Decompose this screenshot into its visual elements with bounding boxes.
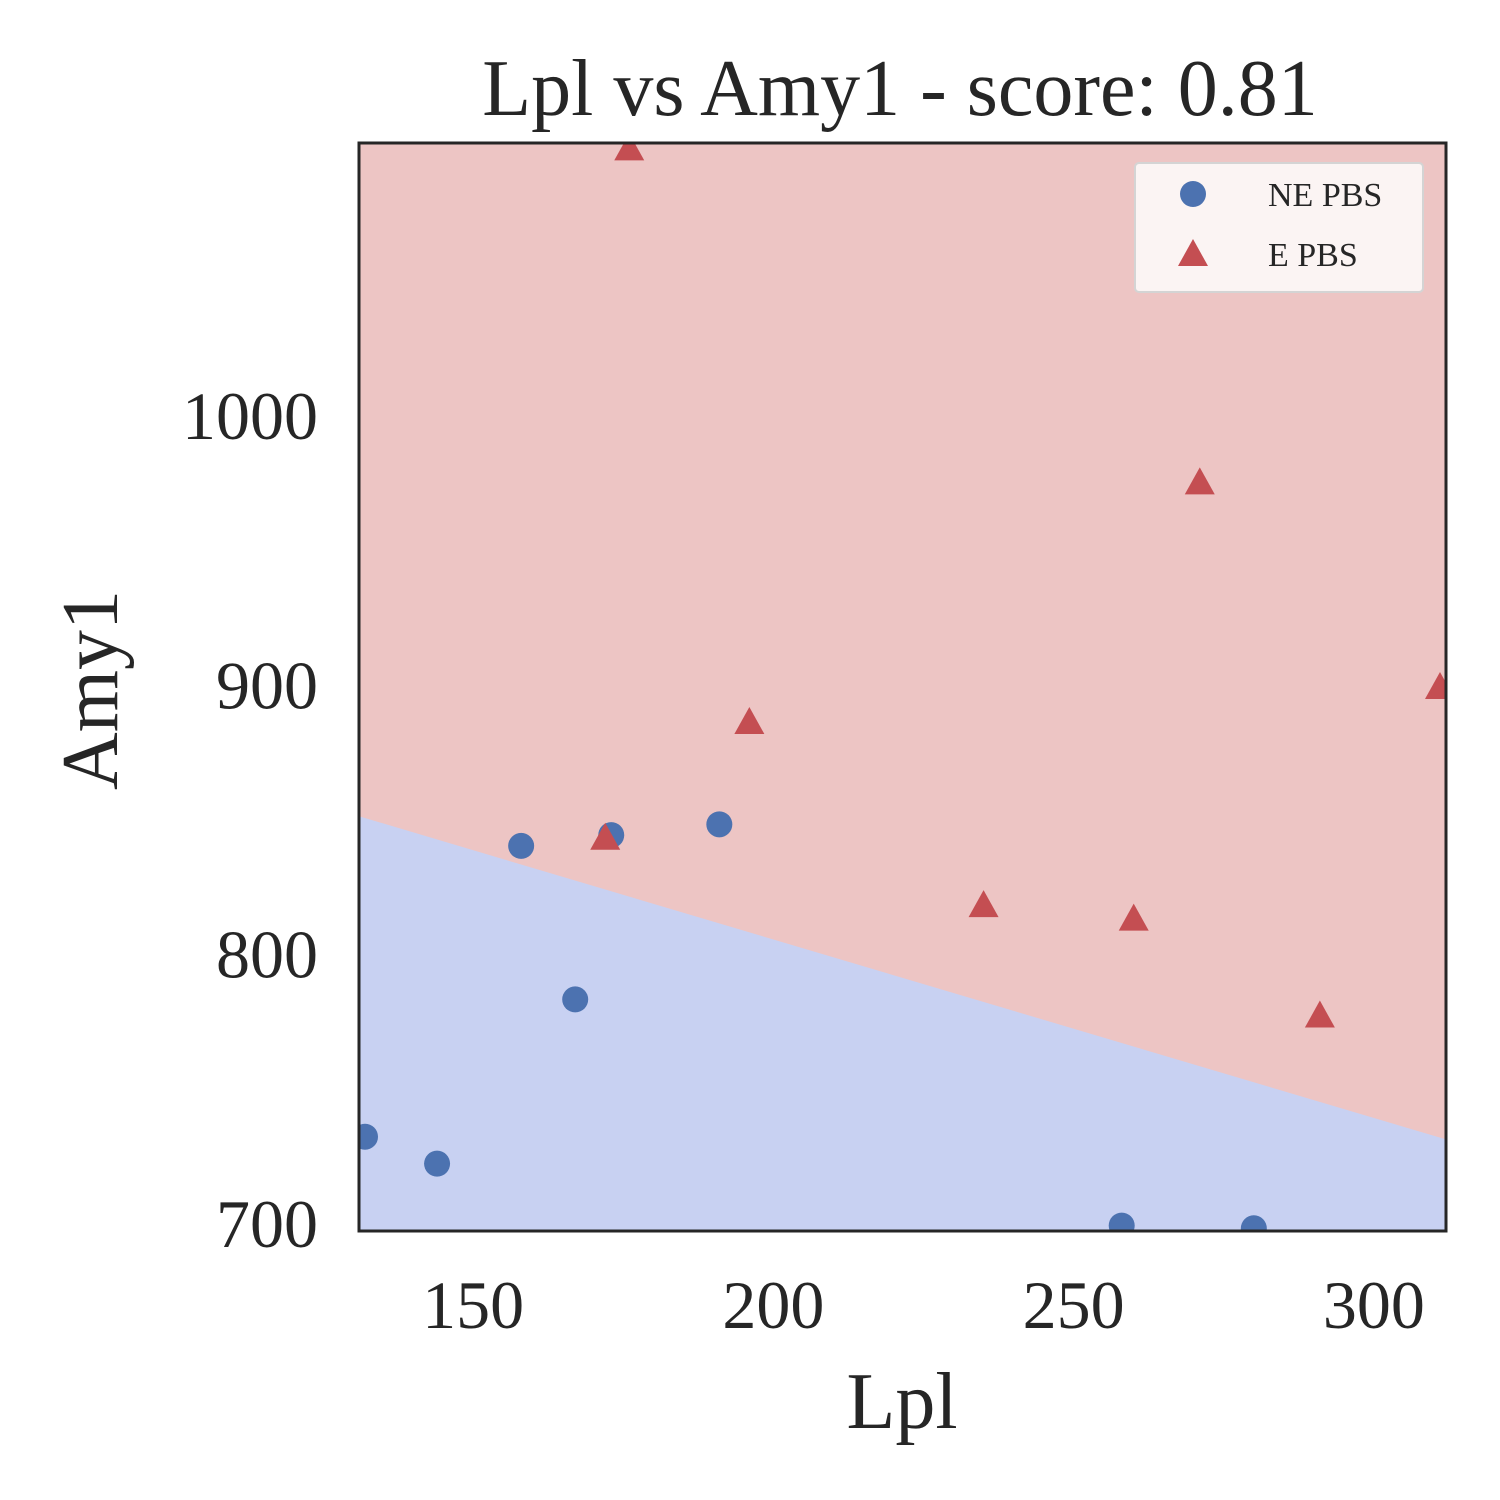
legend-label-e-pbs: E PBS	[1268, 237, 1358, 274]
data-point-triangle	[734, 707, 765, 735]
data-point-triangle	[1304, 1000, 1335, 1028]
x-axis-ticks: 150 200 250 300	[422, 1267, 1425, 1343]
plot-area	[359, 143, 1446, 1231]
data-point-circle	[1108, 1212, 1135, 1231]
y-tick-label: 800	[216, 917, 318, 993]
plot-frame	[357, 141, 1448, 1233]
y-axis-label: Amy1	[47, 590, 135, 790]
legend-box	[1134, 162, 1424, 293]
data-point-triangle	[590, 822, 621, 850]
series-e-pbs	[590, 143, 1446, 1028]
x-tick-label: 300	[1323, 1267, 1425, 1343]
data-point-triangle	[1424, 672, 1446, 699]
y-tick-label: 700	[216, 1186, 318, 1262]
data-point-circle	[508, 832, 535, 859]
legend-marker-ne-pbs	[1180, 181, 1206, 207]
legend-symbol-triangle	[1178, 239, 1208, 266]
y-tick-label: 900	[216, 647, 318, 723]
y-axis-ticks: 700 800 900 1000	[182, 378, 318, 1262]
data-point-triangle	[968, 890, 999, 918]
data-point-triangle	[1184, 467, 1215, 495]
legend-marker-e-pbs	[1178, 239, 1208, 266]
x-tick-label: 250	[1023, 1267, 1125, 1343]
data-point-circle	[706, 811, 733, 838]
data-point-circle	[1240, 1215, 1267, 1231]
data-point-triangle	[1118, 903, 1149, 931]
legend-label-ne-pbs: NE PBS	[1268, 177, 1382, 214]
x-axis-label: Lpl	[846, 1358, 957, 1446]
data-point-triangle	[614, 143, 645, 161]
y-tick-label: 1000	[182, 378, 318, 454]
x-tick-label: 200	[722, 1267, 824, 1343]
legend: NE PBS E PBS	[1134, 162, 1424, 293]
legend-symbol-circle	[1180, 181, 1206, 207]
data-points	[359, 143, 1446, 1231]
chart-title: Lpl vs Amy1 - score: 0.81	[482, 45, 1317, 133]
data-point-circle	[562, 986, 589, 1013]
data-point-circle	[424, 1150, 451, 1177]
x-tick-label: 150	[422, 1267, 524, 1343]
data-point-circle	[359, 1123, 379, 1150]
decision-region-below	[359, 816, 1446, 1231]
